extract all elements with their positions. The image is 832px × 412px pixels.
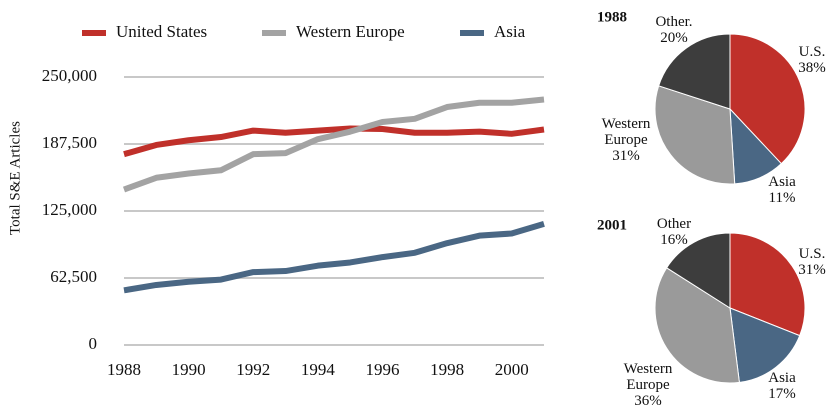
y-axis-label: Total S&E Articles <box>7 121 23 235</box>
series-line <box>123 220 545 294</box>
legend-label: Western Europe <box>296 22 405 41</box>
x-tick-label: 1998 <box>430 360 464 379</box>
pie-slice <box>658 33 731 110</box>
slice-value: 16% <box>660 232 688 248</box>
pie-slice <box>654 267 740 384</box>
slice-label: Asia 11% <box>768 174 796 206</box>
slice-label: Western Europe 31% <box>594 116 658 164</box>
slice-label: Asia 17% <box>768 370 796 402</box>
slice-label: Other. 20% <box>655 14 692 46</box>
slice-value: 17% <box>768 386 796 402</box>
slice-value: 31% <box>798 262 826 278</box>
series-line <box>122 96 545 193</box>
y-tick-label: 62,500 <box>50 267 97 286</box>
slice-name: Asia <box>768 174 796 190</box>
slice-name: Other <box>656 216 692 232</box>
slice-name: Western Europe <box>601 116 651 148</box>
slice-label: U.S. 31% <box>798 246 826 278</box>
y-tick-label: 250,000 <box>42 66 97 85</box>
x-tick-label: 1988 <box>107 360 141 379</box>
x-tick-label: 1996 <box>365 360 399 379</box>
slice-name: U.S. <box>798 44 826 60</box>
pie-slice <box>729 307 801 383</box>
pie-title: 1988 <box>597 9 627 25</box>
x-tick-label: 1994 <box>301 360 336 379</box>
slice-label: Other 16% <box>657 216 691 248</box>
slice-value: 38% <box>798 60 826 76</box>
slice-label: U.S. 38% <box>798 44 826 76</box>
legend-label: Asia <box>494 22 526 41</box>
x-tick-label: 2000 <box>495 360 529 379</box>
y-tick-label: 0 <box>89 334 98 353</box>
slice-name: U.S. <box>798 246 826 262</box>
slice-name: Western Europe <box>623 361 673 393</box>
y-tick-label: 125,000 <box>42 200 97 219</box>
series-line <box>123 125 545 158</box>
slice-name: Other. <box>655 14 693 30</box>
slice-value: 31% <box>612 148 640 164</box>
slice-value: 11% <box>768 190 796 206</box>
slice-label: Western Europe 36% <box>616 361 680 409</box>
pie-slice <box>665 232 731 309</box>
pie-title: 2001 <box>597 217 627 233</box>
pie-slice <box>729 33 806 165</box>
slice-name: Asia <box>768 370 796 386</box>
y-tick-label: 187,500 <box>42 133 97 152</box>
slice-value: 20% <box>660 30 688 46</box>
legend-label: United States <box>116 22 207 41</box>
x-tick-label: 1992 <box>236 360 270 379</box>
slice-value: 36% <box>634 393 662 409</box>
pie-slice <box>729 232 806 337</box>
pie-slice <box>654 85 736 185</box>
x-tick-label: 1990 <box>172 360 206 379</box>
